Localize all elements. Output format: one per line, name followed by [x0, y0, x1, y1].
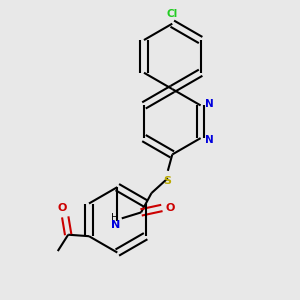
Text: O: O: [58, 203, 67, 213]
Text: S: S: [163, 176, 171, 186]
Text: N: N: [111, 220, 120, 230]
Text: O: O: [166, 203, 175, 213]
Text: Cl: Cl: [167, 9, 178, 19]
Text: N: N: [205, 135, 214, 145]
Text: N: N: [205, 99, 214, 109]
Text: H: H: [111, 213, 119, 224]
